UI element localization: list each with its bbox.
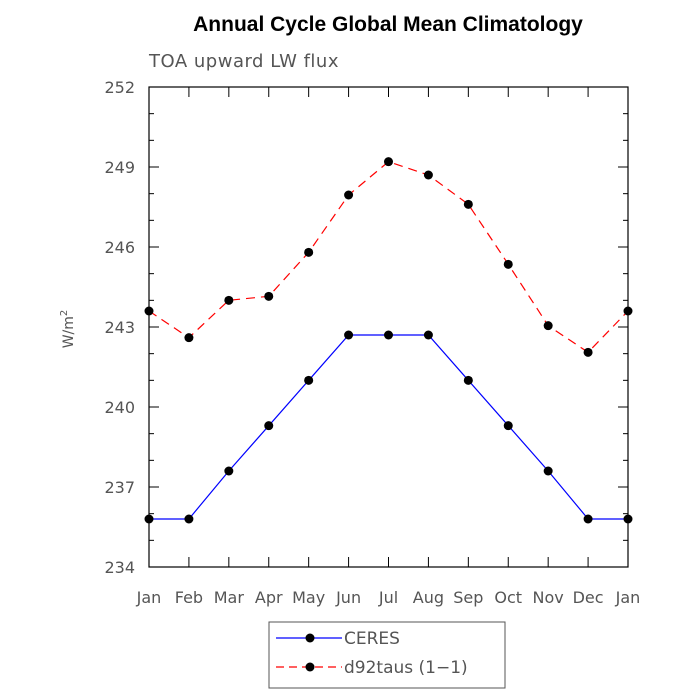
y-tick-label: 234 [104,558,135,577]
x-tick-label: Sep [453,588,483,607]
data-point-ceres [623,514,633,524]
series-line-d92taus-1-1 [148,161,629,354]
x-tick-label: Jun [335,588,361,607]
y-tick-label: 246 [104,238,135,257]
data-point-ceres [224,466,234,476]
x-tick-label: May [292,588,325,607]
data-point-ceres [583,514,593,524]
data-point-d92taus-1-1 [344,190,354,200]
x-tick-label: Aug [413,588,444,607]
data-point-d92taus-1-1 [184,333,194,343]
data-point-ceres [144,514,154,524]
data-point-ceres [384,330,393,340]
data-point-ceres [304,375,314,385]
y-axis-label-base: W/m [61,316,77,348]
data-point-d92taus-1-1 [384,157,393,167]
legend-marker-ceres [305,633,315,643]
x-tick-label: Oct [494,588,522,607]
y-tick-label: 240 [104,398,135,417]
x-tick-label: Jan [615,588,641,607]
legend-label-d92taus: d92taus (1−1) [344,658,468,678]
legend-box [268,621,506,689]
x-tick-label: Nov [533,588,564,607]
data-point-ceres [264,421,274,431]
x-tick-label: Apr [255,588,283,607]
data-point-ceres [463,375,473,385]
chart-title: Annual Cycle Global Mean Climatology [193,13,583,36]
y-tick-label: 249 [104,158,135,177]
x-tick-label: Feb [175,588,203,607]
series-line-ceres [149,334,628,520]
x-tick-label: Mar [214,588,245,607]
plot-area: 234 237 240 243 246 249 252 Jan Feb Mar Apr May Jun J… [104,78,640,607]
data-point-d92taus-1-1 [503,259,513,269]
chart-subtitle: TOA upward LW flux [148,51,339,72]
data-point-d92taus-1-1 [463,199,473,209]
data-point-d92taus-1-1 [623,306,633,316]
data-point-d92taus-1-1 [423,170,433,180]
data-point-d92taus-1-1 [224,295,234,305]
x-tick-label: Dec [573,588,604,607]
y-tick-label: 252 [104,78,135,97]
y-tick-label: 243 [104,318,135,337]
legend-marker-d92taus [305,662,315,672]
data-point-ceres [503,421,513,431]
y-axis-label-sup: 2 [59,310,70,316]
y-tick-label: 237 [104,478,135,497]
x-tick-label: Jan [136,588,162,607]
y-axis-label: W/m2 [59,310,77,349]
data-point-ceres [543,466,553,476]
data-point-d92taus-1-1 [304,247,314,257]
data-point-d92taus-1-1 [543,321,553,331]
data-point-d92taus-1-1 [144,306,154,316]
data-point-d92taus-1-1 [264,291,274,301]
legend: CERES d92taus (1−1) [268,621,506,689]
data-point-ceres [423,330,433,340]
data-point-ceres [344,330,354,340]
legend-label-ceres: CERES [344,629,400,649]
data-point-ceres [184,514,194,524]
x-tick-label: Jul [378,588,398,607]
data-point-d92taus-1-1 [583,347,593,357]
